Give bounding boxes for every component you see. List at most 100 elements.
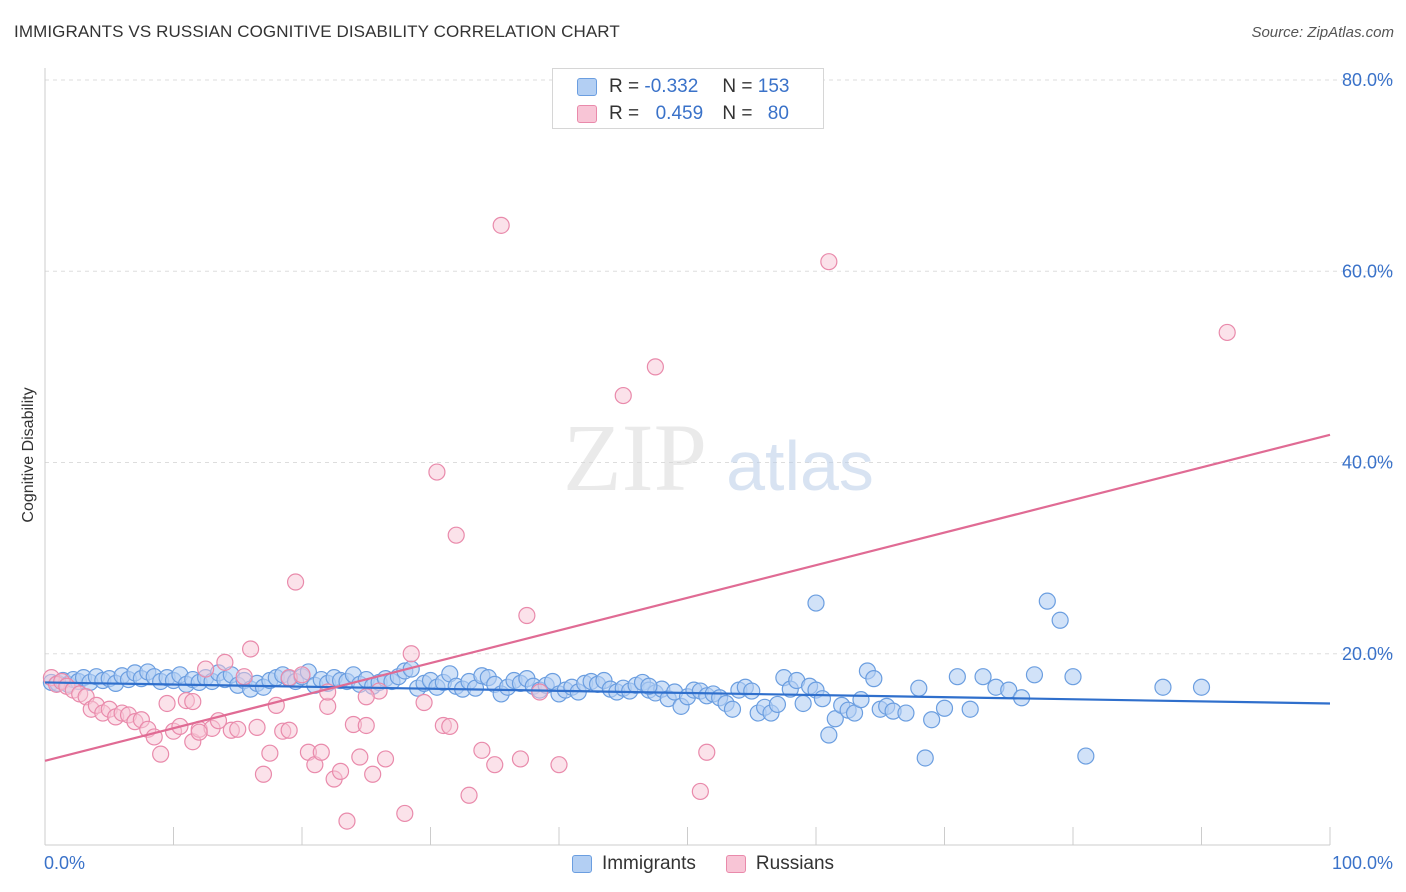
legend-label: Russians — [755, 853, 835, 874]
point-russians — [376, 750, 395, 768]
n-label: N = — [722, 76, 753, 97]
point-russians — [319, 697, 337, 715]
point-russians — [190, 723, 208, 741]
point-russians — [447, 526, 465, 544]
point-russians — [261, 744, 279, 762]
point-immigrants — [768, 695, 787, 714]
point-immigrants — [916, 749, 934, 767]
point-russians — [698, 743, 716, 761]
y-axis-label: Cognitive Disability — [20, 387, 37, 522]
point-russians — [415, 693, 433, 712]
grid-lines — [45, 79, 1395, 655]
point-russians — [364, 765, 382, 783]
point-immigrants — [1025, 666, 1044, 684]
point-immigrants — [961, 700, 979, 718]
n-value: 80 — [767, 103, 789, 124]
legend-label: Immigrants — [601, 853, 696, 874]
point-immigrants — [794, 694, 812, 713]
point-russians — [152, 745, 170, 763]
point-russians — [1218, 323, 1236, 342]
point-russians — [441, 717, 459, 736]
y-tick-label: 20.0% — [1342, 644, 1393, 664]
point-immigrants — [948, 668, 966, 686]
point-immigrants — [865, 670, 883, 688]
point-russians — [550, 756, 568, 774]
point-immigrants — [923, 711, 941, 729]
point-russians — [357, 716, 375, 735]
source-label: Source: ZipAtlas.com — [1251, 24, 1394, 41]
trend-russians — [44, 433, 1331, 762]
point-immigrants — [897, 704, 915, 722]
russians-swatch — [725, 855, 746, 873]
point-russians — [460, 786, 478, 804]
watermark-zip: ZIP — [563, 404, 707, 511]
x-tick-label: 0.0% — [44, 853, 85, 873]
point-russians — [351, 748, 369, 766]
trend-lines — [44, 433, 1331, 762]
watermark-atlas: atlas — [726, 427, 874, 505]
point-immigrants — [1192, 678, 1211, 696]
point-immigrants — [820, 726, 838, 744]
point-russians — [492, 216, 510, 234]
r-label: R = — [609, 103, 640, 124]
point-russians — [473, 741, 491, 759]
point-russians — [646, 358, 664, 376]
n-label: N = — [722, 103, 753, 124]
point-russians — [402, 645, 420, 663]
r-value: -0.332 — [644, 76, 699, 97]
point-russians — [197, 660, 215, 678]
point-russians — [254, 765, 273, 783]
immigrants-swatch — [571, 855, 592, 873]
point-russians — [428, 463, 446, 481]
stats-row-immigrants: R = -0.332 N = 153 — [577, 75, 789, 99]
point-immigrants — [813, 690, 832, 708]
point-russians — [486, 756, 504, 774]
point-immigrants — [1077, 747, 1095, 765]
tick-labels: 20.0% 40.0% 60.0% 80.0% 0.0% 100.0% — [44, 70, 1393, 873]
point-russians — [396, 804, 414, 823]
point-russians — [338, 812, 356, 830]
point-russians — [531, 683, 549, 701]
chart-title: IMMIGRANTS VS RUSSIAN COGNITIVE DISABILI… — [14, 22, 620, 41]
point-immigrants — [640, 677, 658, 695]
point-immigrants — [1154, 678, 1172, 696]
legend-item-immigrants[interactable]: Immigrants — [571, 852, 696, 876]
series-immigrants — [42, 592, 1211, 767]
y-tick-label: 40.0% — [1342, 453, 1393, 473]
point-immigrants — [974, 668, 992, 686]
point-russians — [286, 573, 305, 591]
y-tick-label: 60.0% — [1342, 261, 1393, 281]
series-legend: Immigrants Russians — [0, 852, 1406, 876]
n-value: 153 — [757, 76, 790, 97]
trend-immigrants — [44, 681, 1331, 705]
point-immigrants — [1064, 668, 1082, 686]
point-immigrants — [935, 699, 954, 717]
point-immigrants — [852, 691, 870, 709]
point-immigrants — [1038, 592, 1056, 610]
y-tick-label: 80.0% — [1342, 70, 1393, 90]
point-immigrants — [743, 682, 761, 700]
r-label: R = — [609, 76, 640, 97]
point-russians — [357, 688, 375, 706]
point-russians — [518, 606, 536, 625]
point-russians — [280, 721, 298, 739]
point-russians — [312, 743, 330, 761]
point-russians — [216, 653, 234, 671]
point-russians — [235, 668, 253, 686]
watermark: ZIP atlas — [563, 404, 874, 511]
legend-item-russians[interactable]: Russians — [725, 852, 835, 876]
point-russians — [511, 750, 530, 768]
point-russians — [614, 386, 632, 405]
r-value: 0.459 — [655, 103, 704, 124]
point-russians — [242, 640, 260, 658]
x-tick-label: 100.0% — [1332, 853, 1393, 873]
point-russians — [331, 762, 350, 780]
point-russians — [184, 692, 202, 711]
point-russians — [229, 720, 247, 738]
series-russians — [42, 216, 1236, 830]
point-russians — [248, 718, 266, 736]
axes — [44, 68, 1331, 846]
point-russians — [691, 782, 709, 801]
point-immigrants — [1051, 611, 1069, 629]
